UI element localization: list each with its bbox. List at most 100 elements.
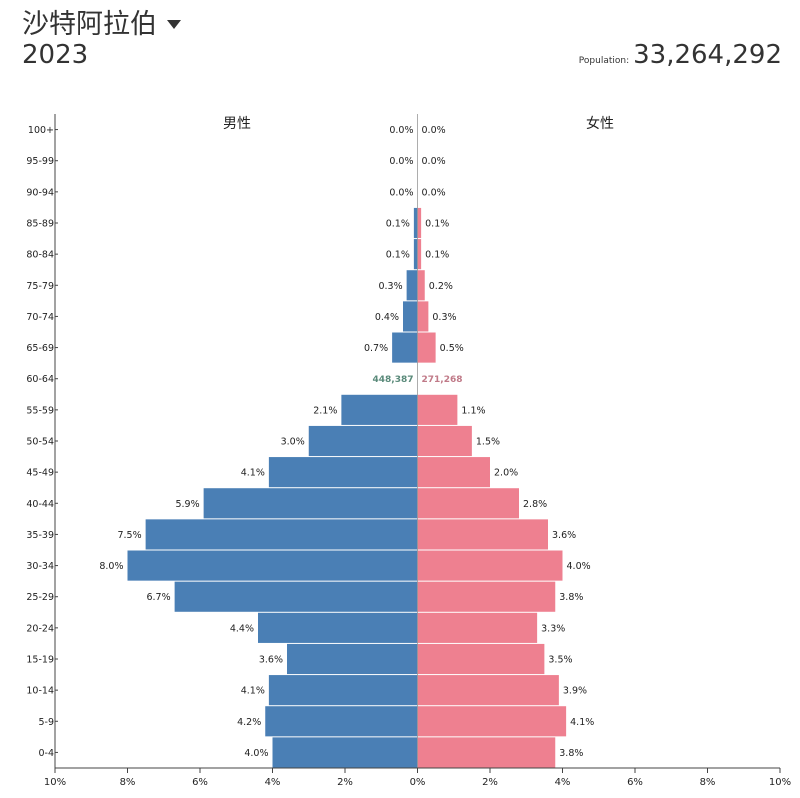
bar-female	[417, 550, 563, 581]
data-label-male: 8.0%	[99, 561, 123, 572]
data-label-female: 3.3%	[541, 623, 565, 634]
bar-female	[417, 737, 556, 768]
category-label: 90-94	[26, 187, 54, 198]
bar-male	[308, 425, 418, 457]
data-label-male: 4.4%	[230, 623, 254, 634]
bar-male	[413, 239, 418, 270]
bar-male	[272, 737, 418, 768]
country-selector[interactable]: 沙特阿拉伯	[22, 2, 181, 41]
bar-female	[417, 239, 422, 270]
bar-female	[417, 425, 472, 457]
x-tick-label: 8%	[120, 777, 136, 788]
category-label: 15-19	[26, 655, 54, 666]
data-label-male: 0.0%	[389, 156, 413, 167]
data-label-female: 4.0%	[567, 561, 591, 572]
x-tick-label: 6%	[192, 777, 208, 788]
x-tick-label: 0%	[410, 777, 426, 788]
bar-female	[417, 675, 559, 706]
category-label: 5-9	[38, 717, 54, 728]
bar-male	[258, 612, 418, 643]
data-label-female: 3.8%	[559, 748, 583, 759]
bar-male	[268, 457, 418, 488]
data-label-male: 6.7%	[146, 592, 170, 603]
bar-female	[417, 643, 545, 675]
category-label: 20-24	[26, 623, 54, 634]
data-label-female: 0.1%	[425, 219, 449, 230]
population-box: Population: 33,264,292	[579, 40, 782, 70]
bar-female	[417, 519, 548, 550]
data-label-female: 3.8%	[559, 592, 583, 603]
header: 沙特阿拉伯 2023 Population: 33,264,292	[0, 0, 800, 80]
country-name: 沙特阿拉伯	[22, 9, 157, 40]
data-label-female: 0.0%	[422, 187, 446, 198]
data-label-female: 0.1%	[425, 250, 449, 261]
series-label-female: 女性	[586, 115, 614, 132]
data-label-male: 448,387	[373, 375, 414, 385]
bar-male	[203, 488, 418, 519]
data-label-male: 0.4%	[375, 312, 399, 323]
bar-male	[392, 332, 418, 363]
data-label-male: 4.1%	[241, 686, 265, 697]
data-label-female: 0.2%	[429, 281, 453, 292]
x-tick-label: 2%	[482, 777, 498, 788]
x-tick-label: 8%	[700, 777, 716, 788]
bar-female	[417, 332, 436, 363]
category-label: 50-54	[26, 437, 54, 448]
series-label-male: 男性	[223, 116, 251, 132]
data-label-male: 4.1%	[241, 468, 265, 479]
data-label-male: 5.9%	[175, 499, 199, 510]
category-label: 30-34	[26, 561, 54, 572]
bar-female	[417, 581, 556, 612]
data-label-female: 0.0%	[422, 125, 446, 136]
data-label-male: 7.5%	[117, 530, 141, 541]
x-tick-label: 2%	[337, 777, 353, 788]
population-value: 33,264,292	[633, 40, 782, 70]
data-label-female: 2.0%	[494, 468, 518, 479]
category-label: 85-89	[26, 219, 54, 230]
x-tick-label: 6%	[627, 777, 643, 788]
category-label: 60-64	[26, 374, 54, 385]
category-label: 45-49	[26, 468, 54, 479]
data-label-female: 1.1%	[461, 405, 485, 416]
data-label-male: 0.1%	[386, 250, 410, 261]
category-label: 55-59	[26, 405, 54, 416]
data-label-male: 4.0%	[244, 748, 268, 759]
category-label: 25-29	[26, 592, 54, 603]
bar-female	[417, 457, 490, 488]
bar-female	[417, 394, 458, 425]
year-label: 2023	[22, 40, 89, 70]
data-label-male: 4.2%	[237, 717, 261, 728]
bar-male	[287, 643, 418, 675]
category-label: 75-79	[26, 281, 54, 292]
bar-female	[417, 270, 425, 301]
bar-male	[403, 301, 418, 332]
data-label-female: 2.8%	[523, 499, 547, 510]
bar-male	[406, 270, 418, 301]
category-label: 80-84	[26, 250, 54, 261]
data-label-female: 1.5%	[476, 437, 500, 448]
bar-male	[127, 550, 418, 581]
data-label-female: 4.1%	[570, 717, 594, 728]
data-label-male: 0.0%	[389, 187, 413, 198]
data-label-female: 3.9%	[563, 686, 587, 697]
data-label-female: 271,268	[422, 375, 463, 385]
data-label-male: 0.7%	[364, 343, 388, 354]
category-label: 0-4	[38, 748, 54, 759]
x-tick-label: 4%	[265, 777, 281, 788]
bar-male	[341, 394, 418, 425]
data-label-male: 3.6%	[259, 655, 283, 666]
bar-female	[417, 207, 422, 239]
category-label: 40-44	[26, 499, 54, 510]
bar-female	[417, 488, 519, 519]
bar-male	[145, 519, 418, 550]
category-label: 35-39	[26, 530, 54, 541]
data-label-female: 0.5%	[440, 343, 464, 354]
category-label: 65-69	[26, 343, 54, 354]
bar-female	[417, 301, 429, 332]
caret-down-icon[interactable]	[167, 20, 181, 29]
x-tick-label: 4%	[555, 777, 571, 788]
data-label-male: 2.1%	[313, 405, 337, 416]
data-label-male: 3.0%	[281, 437, 305, 448]
bar-male	[268, 675, 418, 706]
